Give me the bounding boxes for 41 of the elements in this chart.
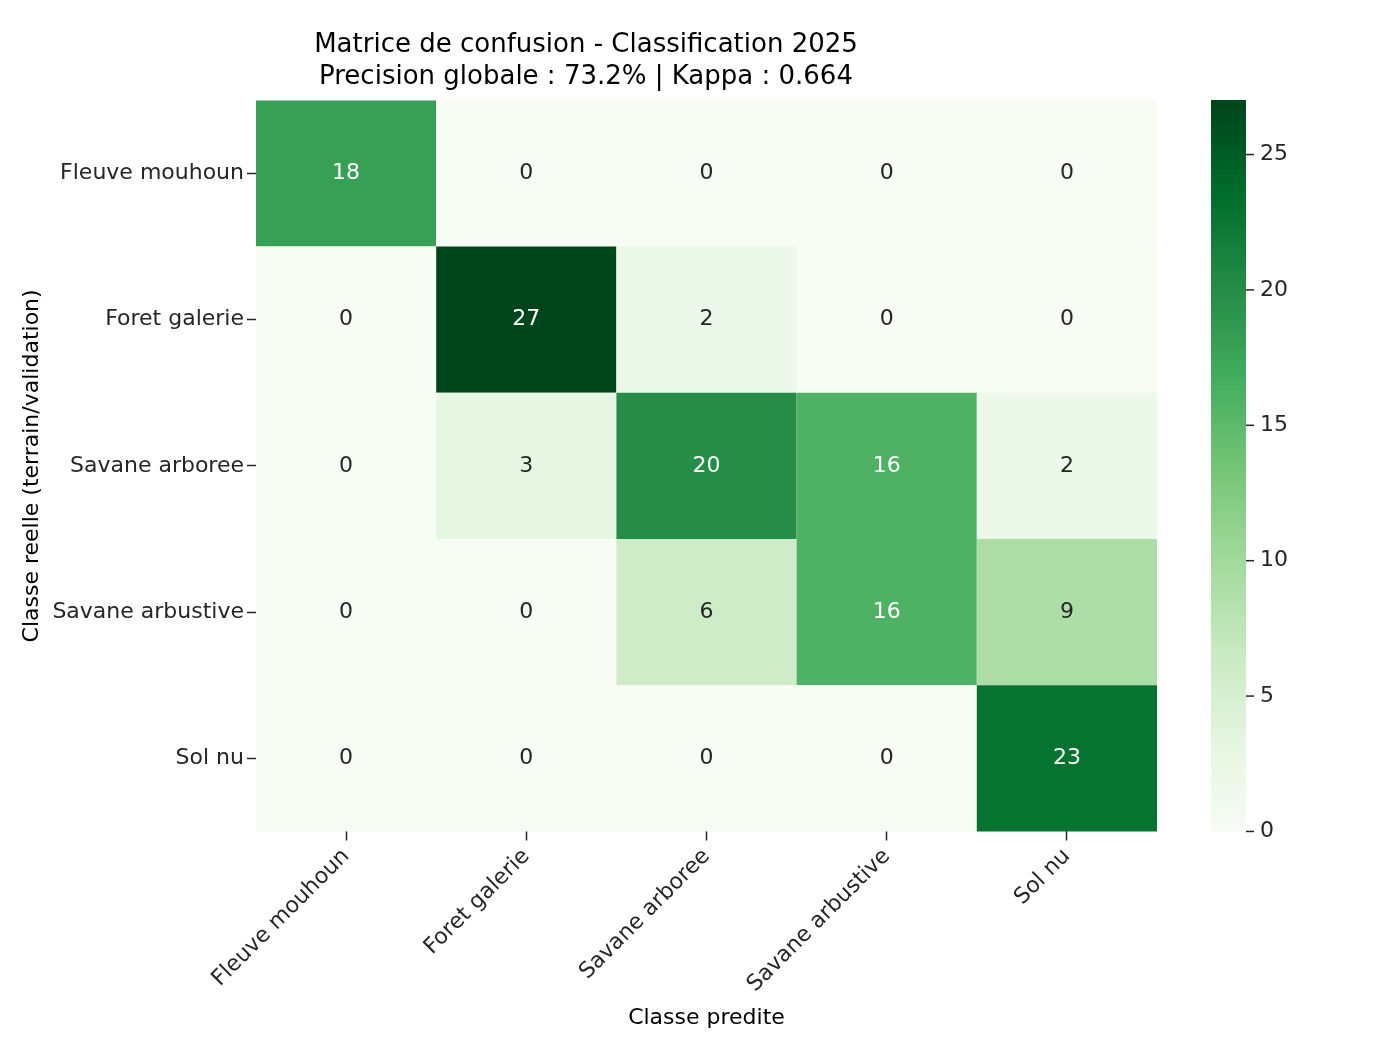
color-bar-label: 10 (1260, 546, 1288, 572)
data-label: 0 (339, 451, 354, 477)
data-label: 0 (339, 744, 354, 770)
y-tick-label: Sol nu (175, 744, 245, 770)
data-label: 0 (519, 744, 534, 770)
y-tick-label: Savane arboree (69, 451, 245, 477)
data-label: 16 (872, 451, 901, 477)
data-label: 0 (519, 159, 534, 185)
y-axis-title: Classe reelle (terrain/validation) (17, 289, 43, 643)
data-label: 0 (879, 744, 894, 770)
color-bar-label: 5 (1260, 681, 1274, 707)
data-label: 0 (339, 305, 354, 331)
data-label: 20 (692, 451, 721, 477)
chart-subtitle: Precision globale : 73.2% | Kappa : 0.664 (319, 59, 853, 91)
y-tick-label: Savane arbustive (52, 597, 245, 623)
data-label: 9 (1059, 597, 1074, 623)
data-label: 0 (699, 159, 714, 185)
data-label: 3 (519, 451, 534, 477)
color-bar-label: 15 (1260, 411, 1288, 437)
y-tick-label: Foret galerie (105, 305, 245, 331)
chart-title: Matrice de confusion - Classification 2025 (314, 28, 858, 59)
data-label: 0 (519, 597, 534, 623)
data-label: 16 (872, 597, 901, 623)
data-label: 0 (879, 159, 894, 185)
data-label: 0 (1059, 159, 1074, 185)
data-label: 27 (512, 305, 541, 331)
data-label: 2 (699, 305, 714, 331)
data-label: 0 (699, 744, 714, 770)
color-bar-label: 25 (1260, 140, 1288, 166)
data-label: 18 (332, 159, 361, 185)
color-bar-label: 20 (1260, 275, 1288, 301)
data-label: 6 (699, 597, 714, 623)
data-label: 0 (339, 597, 354, 623)
data-label: 0 (1059, 305, 1074, 331)
x-axis-title: Classe predite (628, 1003, 785, 1029)
color-bar-label: 0 (1260, 817, 1274, 843)
data-label: 23 (1052, 744, 1081, 770)
data-label: 2 (1059, 451, 1074, 477)
y-tick-label: Fleuve mouhoun (60, 159, 245, 185)
data-label: 0 (879, 305, 894, 331)
x-tick-label: Sol nu (1008, 842, 1075, 909)
